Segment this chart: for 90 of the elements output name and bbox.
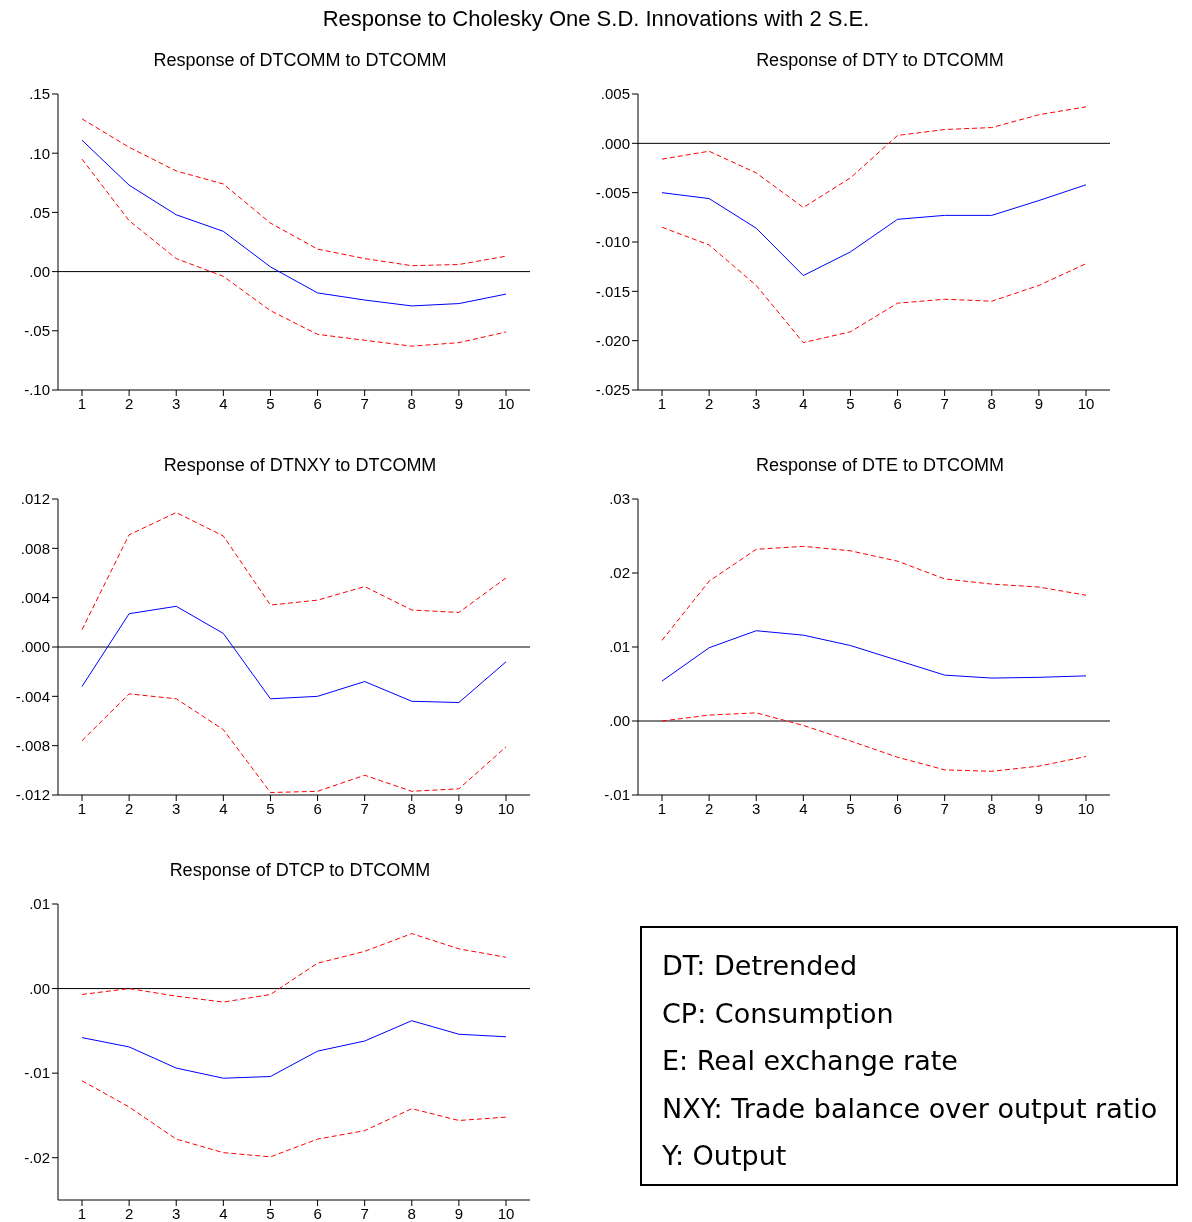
text: CP: Consumption bbox=[662, 996, 895, 1031]
x-tick-label: 2 bbox=[704, 799, 714, 817]
x-tick-label: 6 bbox=[893, 394, 902, 412]
x-tick-label: 6 bbox=[313, 394, 322, 412]
y-tick-label: -.02 bbox=[24, 1149, 50, 1167]
x-tick-label: 4 bbox=[799, 394, 808, 412]
x-tick-label: 1 bbox=[77, 1204, 87, 1222]
x-tick-label: 7 bbox=[360, 394, 369, 412]
x-tick-label: 1 bbox=[77, 394, 87, 412]
text: E: Real exchange rate bbox=[662, 1044, 959, 1078]
x-tick-label: 6 bbox=[313, 799, 322, 817]
x-tick-label: 8 bbox=[987, 394, 996, 412]
y-tick-label: -.020 bbox=[595, 331, 630, 349]
x-tick-label: 1 bbox=[77, 799, 87, 817]
x-tick-label: 9 bbox=[454, 1204, 464, 1222]
text: DT: Detrended bbox=[662, 949, 859, 983]
x-tick-label: 5 bbox=[266, 1204, 275, 1222]
text: NXY: Trade balance over output ratio bbox=[662, 1091, 1158, 1126]
x-tick-label: 6 bbox=[893, 799, 902, 817]
x-tick-label: 7 bbox=[360, 1204, 369, 1222]
x-tick-label: 2 bbox=[124, 799, 134, 817]
x-tick-label: 9 bbox=[1034, 799, 1044, 817]
x-tick-label: 8 bbox=[407, 799, 416, 817]
x-tick-label: 7 bbox=[940, 799, 949, 817]
x-tick-label: 4 bbox=[219, 799, 228, 817]
chart-title: Response of DTY to DTCOMM bbox=[755, 50, 1005, 72]
y-tick-label: -.01 bbox=[604, 786, 630, 804]
x-tick-label: 2 bbox=[124, 394, 134, 412]
x-tick-label: 9 bbox=[454, 799, 464, 817]
x-tick-label: 4 bbox=[799, 799, 808, 817]
x-tick-label: 8 bbox=[407, 1204, 416, 1222]
x-tick-label: 3 bbox=[172, 1204, 181, 1222]
y-tick-label: .02 bbox=[609, 564, 630, 582]
y-tick-label: -.025 bbox=[595, 381, 630, 399]
x-tick-label: 5 bbox=[846, 799, 855, 817]
x-tick-label: 10 bbox=[1077, 799, 1095, 817]
y-tick-label: -.012 bbox=[15, 786, 50, 804]
y-tick-label: -.01 bbox=[24, 1064, 50, 1082]
y-tick-label: .000 bbox=[600, 134, 630, 152]
x-tick-label: 1 bbox=[657, 394, 667, 412]
x-tick-label: 3 bbox=[752, 799, 761, 817]
y-tick-label: -.05 bbox=[24, 322, 50, 340]
text: Response to Cholesky One S.D. Innovations with 2 S.E. bbox=[321, 6, 871, 32]
y-tick-label: .00 bbox=[609, 712, 630, 730]
x-tick-label: 7 bbox=[360, 799, 369, 817]
x-tick-label: 9 bbox=[1034, 394, 1044, 412]
x-tick-label: 2 bbox=[124, 1204, 134, 1222]
y-tick-label: .008 bbox=[20, 539, 50, 557]
chart-title: Response of DTCP to DTCOMM bbox=[168, 860, 432, 882]
x-tick-label: 5 bbox=[266, 394, 275, 412]
x-tick-label: 3 bbox=[172, 394, 181, 412]
x-tick-label: 9 bbox=[454, 394, 464, 412]
y-tick-label: .10 bbox=[29, 144, 50, 162]
y-tick-label: .012 bbox=[20, 490, 50, 508]
y-tick-label: .05 bbox=[29, 203, 50, 221]
x-tick-label: 3 bbox=[172, 799, 181, 817]
chart-title: Response of DTNXY to DTCOMM bbox=[162, 455, 438, 477]
x-tick-label: 6 bbox=[313, 1204, 322, 1222]
y-tick-label: .15 bbox=[29, 85, 50, 103]
chart-title: Response of DTCOMM to DTCOMM bbox=[152, 50, 448, 72]
x-tick-label: 5 bbox=[266, 799, 275, 817]
x-tick-label: 1 bbox=[657, 799, 667, 817]
x-tick-label: 8 bbox=[987, 799, 996, 817]
x-tick-label: 2 bbox=[704, 394, 714, 412]
x-tick-label: 10 bbox=[1077, 394, 1095, 412]
chart-title: Response of DTE to DTCOMM bbox=[754, 455, 1006, 477]
x-tick-label: 5 bbox=[846, 394, 855, 412]
y-tick-label: .004 bbox=[20, 588, 50, 606]
x-tick-label: 10 bbox=[497, 394, 515, 412]
y-tick-label: .00 bbox=[29, 979, 50, 997]
y-tick-label: .01 bbox=[29, 895, 50, 913]
x-tick-label: 8 bbox=[407, 394, 416, 412]
y-tick-label: -.008 bbox=[15, 736, 50, 754]
y-tick-label: .000 bbox=[20, 638, 50, 656]
x-tick-label: 3 bbox=[752, 394, 761, 412]
y-tick-label: .005 bbox=[600, 85, 630, 103]
x-tick-label: 10 bbox=[497, 799, 515, 817]
y-tick-label: -.005 bbox=[595, 183, 630, 201]
y-tick-label: .01 bbox=[609, 638, 630, 656]
x-tick-label: 4 bbox=[219, 1204, 228, 1222]
y-tick-label: .00 bbox=[29, 262, 50, 280]
y-tick-label: -.015 bbox=[595, 282, 630, 300]
x-tick-label: 4 bbox=[219, 394, 228, 412]
text: Y: Output bbox=[662, 1139, 788, 1173]
y-tick-label: .03 bbox=[609, 490, 630, 508]
y-tick-label: -.10 bbox=[24, 381, 50, 399]
x-tick-label: 10 bbox=[497, 1204, 515, 1222]
y-tick-label: -.004 bbox=[15, 687, 50, 705]
x-tick-label: 7 bbox=[940, 394, 949, 412]
y-tick-label: -.010 bbox=[595, 233, 630, 251]
